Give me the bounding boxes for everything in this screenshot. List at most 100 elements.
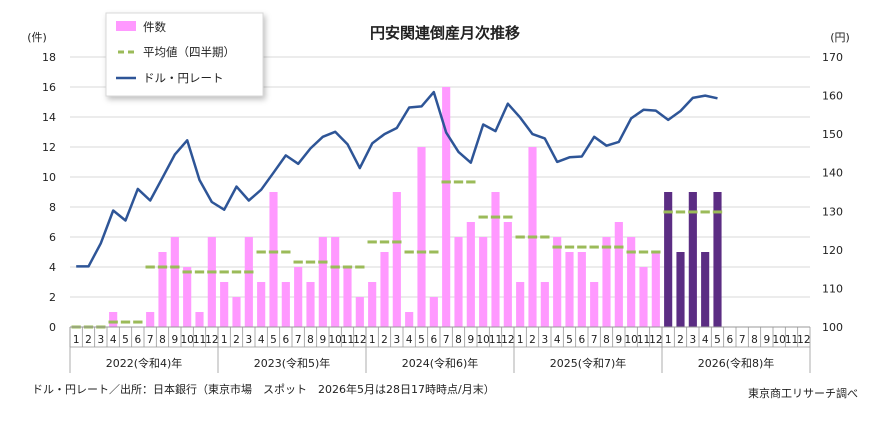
month-label: 3 xyxy=(245,334,252,346)
bar xyxy=(713,192,722,327)
month-label: 6 xyxy=(134,334,141,346)
bar xyxy=(170,237,179,327)
month-label: 3 xyxy=(541,334,548,346)
month-label: 1 xyxy=(517,334,524,346)
bar xyxy=(355,297,364,327)
month-label: 8 xyxy=(751,334,758,346)
year-label: 2025(令和7)年 xyxy=(550,356,627,370)
right-tick-label: 160 xyxy=(822,90,843,103)
year-label: 2022(令和4)年 xyxy=(106,356,183,370)
bar xyxy=(380,252,389,327)
bar xyxy=(639,267,648,327)
bar xyxy=(368,282,377,327)
month-label: 10 xyxy=(624,334,637,346)
bar xyxy=(207,237,216,327)
bar xyxy=(306,282,315,327)
bar xyxy=(442,87,451,327)
bar xyxy=(331,237,340,327)
month-label: 6 xyxy=(726,334,733,346)
month-label: 4 xyxy=(406,334,413,346)
month-label: 3 xyxy=(393,334,400,346)
right-tick-label: 130 xyxy=(822,205,843,218)
month-label: 10 xyxy=(772,334,785,346)
month-label: 11 xyxy=(341,334,354,346)
bar xyxy=(318,237,327,327)
month-label: 9 xyxy=(171,334,178,346)
bar xyxy=(701,252,710,327)
month-label: 3 xyxy=(97,334,104,346)
bar xyxy=(454,237,463,327)
right-axis: 100 110 120 130 140 150 160 170 xyxy=(822,51,843,334)
left-tick-label: 6 xyxy=(49,231,56,244)
month-label: 2 xyxy=(677,334,684,346)
month-label: 2 xyxy=(233,334,240,346)
right-tick-label: 110 xyxy=(822,282,843,295)
month-label: 1 xyxy=(369,334,376,346)
month-label: 10 xyxy=(328,334,341,346)
month-label: 5 xyxy=(566,334,573,346)
left-axis: 0 2 4 6 8 10 12 14 16 18 xyxy=(42,51,56,334)
month-label: 4 xyxy=(554,334,561,346)
legend-bar-swatch xyxy=(116,21,136,31)
gridlines xyxy=(70,56,810,328)
month-label: 6 xyxy=(578,334,585,346)
left-tick-label: 0 xyxy=(49,321,56,334)
left-tick-label: 18 xyxy=(42,51,56,64)
bar xyxy=(429,297,438,327)
month-label: 10 xyxy=(476,334,489,346)
bar xyxy=(220,282,229,327)
month-label: 6 xyxy=(430,334,437,346)
right-tick-label: 140 xyxy=(822,167,843,180)
left-tick-label: 2 xyxy=(49,291,56,304)
left-tick-label: 4 xyxy=(49,261,56,274)
month-label: 2 xyxy=(381,334,388,346)
month-label: 1 xyxy=(221,334,228,346)
left-tick-label: 12 xyxy=(42,141,56,154)
right-tick-label: 170 xyxy=(822,51,843,64)
month-label: 8 xyxy=(603,334,610,346)
month-label: 7 xyxy=(739,334,746,346)
left-tick-label: 16 xyxy=(42,81,56,94)
year-label: 2023(令和5)年 xyxy=(254,356,331,370)
chart-title: 円安関連倒産月次推移 xyxy=(370,24,520,42)
month-label: 7 xyxy=(295,334,302,346)
legend-avg-label: 平均値（四半期） xyxy=(143,45,235,59)
month-label: 6 xyxy=(282,334,289,346)
month-label: 4 xyxy=(702,334,709,346)
month-label: 12 xyxy=(205,334,218,346)
month-label: 8 xyxy=(455,334,462,346)
bar xyxy=(664,192,673,327)
bar xyxy=(516,282,525,327)
bar xyxy=(491,192,500,327)
bar xyxy=(343,267,352,327)
bar xyxy=(294,267,303,327)
bar xyxy=(577,252,586,327)
bar xyxy=(651,252,660,327)
legend: 件数 平均値（四半期） ドル・円レート xyxy=(105,12,264,97)
bar xyxy=(688,192,697,327)
bar xyxy=(109,312,118,327)
bar xyxy=(195,312,204,327)
bar xyxy=(479,237,488,327)
month-label: 5 xyxy=(418,334,425,346)
month-label: 12 xyxy=(353,334,366,346)
bar xyxy=(676,252,685,327)
legend-rate-label: ドル・円レート xyxy=(143,71,224,85)
month-label: 2 xyxy=(529,334,536,346)
month-label: 10 xyxy=(180,334,193,346)
month-label: 11 xyxy=(637,334,650,346)
month-label: 4 xyxy=(258,334,265,346)
bar xyxy=(158,252,167,327)
bar xyxy=(553,237,562,327)
bar xyxy=(503,222,512,327)
month-label: 5 xyxy=(714,334,721,346)
month-label: 5 xyxy=(122,334,129,346)
bar xyxy=(232,297,241,327)
bar xyxy=(405,312,414,327)
credit-note: 東京商工リサーチ調べ xyxy=(748,386,858,400)
month-label: 4 xyxy=(110,334,117,346)
month-label: 5 xyxy=(270,334,277,346)
bar xyxy=(269,192,278,327)
month-label: 11 xyxy=(785,334,798,346)
month-label: 2 xyxy=(85,334,92,346)
